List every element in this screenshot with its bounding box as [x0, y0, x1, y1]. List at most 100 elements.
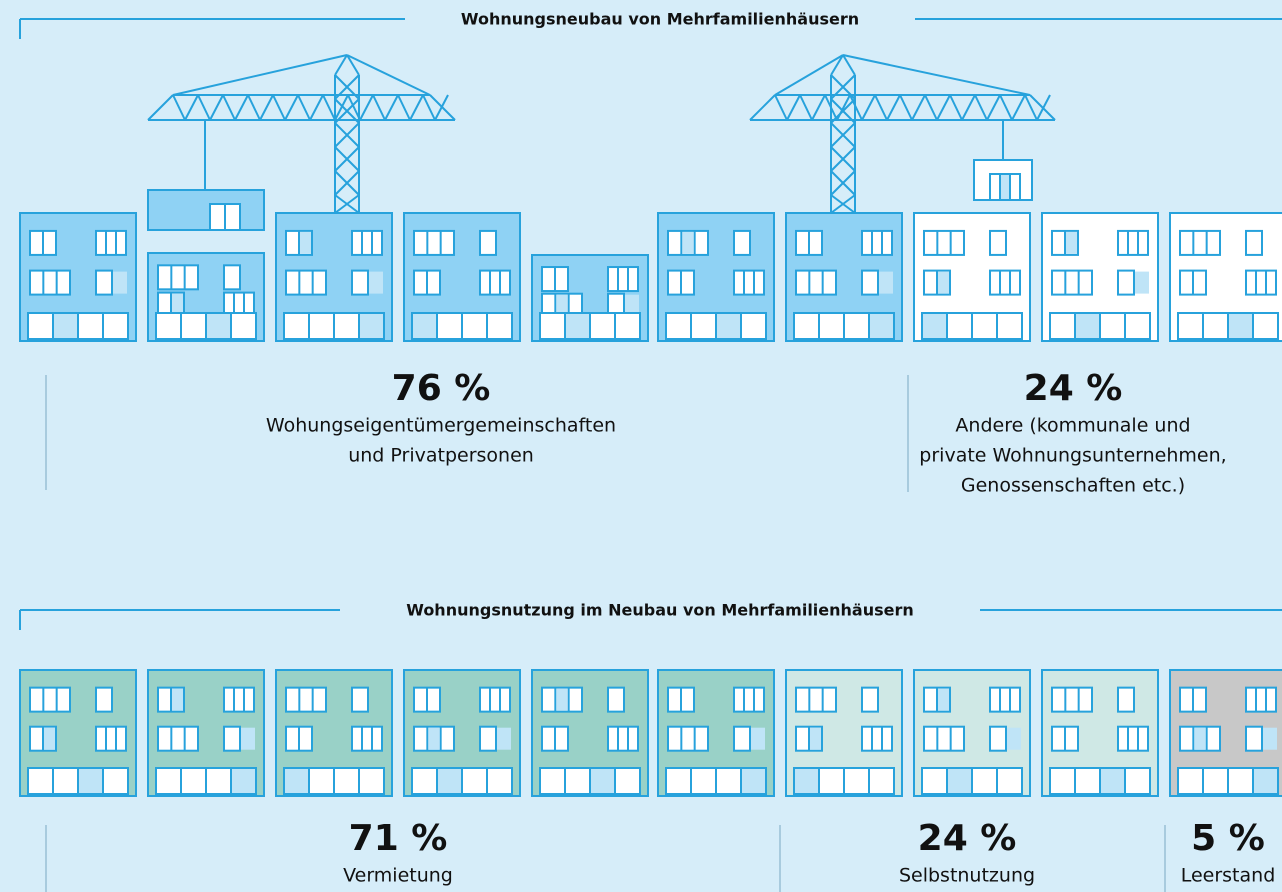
- window: [96, 727, 126, 751]
- description: Wohungseigentümergemeinschaften: [266, 415, 616, 437]
- window-pane: [497, 728, 511, 750]
- window-pane: [285, 769, 308, 793]
- line: [750, 95, 775, 120]
- line: [987, 95, 1000, 120]
- description: und Privatpersonen: [348, 445, 534, 467]
- window-pane: [1007, 728, 1021, 750]
- window: [990, 688, 1020, 712]
- window-pane: [1066, 232, 1077, 254]
- window: [1118, 688, 1134, 712]
- window: [352, 688, 368, 712]
- module: [148, 190, 264, 230]
- window: [96, 271, 112, 295]
- window: [352, 271, 368, 295]
- description: private Wohnungsunternehmen,: [919, 445, 1226, 467]
- line: [937, 95, 950, 120]
- window-pane: [566, 314, 589, 338]
- window: [480, 727, 496, 751]
- window-pane: [742, 769, 765, 793]
- line: [975, 95, 987, 120]
- window: [734, 688, 764, 712]
- line: [775, 95, 787, 120]
- window: [1118, 727, 1148, 751]
- line: [373, 95, 385, 120]
- window: [1180, 231, 1220, 255]
- window-pane: [438, 769, 461, 793]
- line: [323, 95, 335, 120]
- description: Selbstnutzung: [899, 865, 1035, 887]
- window-pane: [1229, 314, 1252, 338]
- window: [862, 727, 892, 751]
- window-pane: [682, 232, 693, 254]
- line: [223, 95, 235, 120]
- line: [298, 95, 310, 120]
- window-pane: [172, 689, 183, 711]
- line: [173, 55, 347, 95]
- window-pane: [1254, 769, 1277, 793]
- description: Genossenschaften etc.): [961, 475, 1185, 497]
- window: [286, 271, 326, 295]
- window: [30, 271, 70, 295]
- description: Vermietung: [343, 865, 453, 887]
- window-pane: [1076, 314, 1099, 338]
- line: [210, 95, 223, 120]
- window-pane: [207, 314, 230, 338]
- line: [285, 95, 298, 120]
- line: [775, 55, 843, 95]
- line: [248, 95, 260, 120]
- window: [924, 231, 964, 255]
- percentage: 24 %: [918, 818, 1017, 859]
- description: Andere (kommunale und: [955, 415, 1190, 437]
- window-pane: [232, 769, 255, 793]
- window-pane: [413, 314, 436, 338]
- line: [1012, 95, 1025, 120]
- window-pane: [751, 728, 765, 750]
- window: [862, 231, 892, 255]
- window: [414, 231, 454, 255]
- window: [224, 265, 240, 289]
- percentage: 76 %: [392, 368, 491, 409]
- line: [398, 95, 410, 120]
- line: [260, 95, 273, 120]
- window: [286, 688, 326, 712]
- window-pane: [79, 769, 102, 793]
- window: [1246, 271, 1276, 295]
- window: [734, 231, 750, 255]
- window-pane: [1101, 769, 1124, 793]
- line: [310, 95, 323, 120]
- window-pane: [923, 314, 946, 338]
- line: [235, 95, 248, 120]
- window-pane: [556, 689, 567, 711]
- percentage: 24 %: [1024, 368, 1123, 409]
- line: [962, 95, 975, 120]
- line: [435, 95, 448, 120]
- window: [480, 688, 510, 712]
- line: [812, 95, 825, 120]
- window: [1118, 271, 1134, 295]
- window: [96, 688, 112, 712]
- window-pane: [44, 728, 55, 750]
- window-pane: [879, 272, 893, 294]
- section-title: Wohnungsnutzung im Neubau von Mehrfamili…: [406, 601, 914, 620]
- line: [410, 95, 423, 120]
- line: [198, 95, 210, 120]
- window: [668, 727, 708, 751]
- window: [862, 271, 878, 295]
- window: [1118, 231, 1148, 255]
- window: [924, 727, 964, 751]
- line: [173, 95, 185, 120]
- window-pane: [1194, 728, 1205, 750]
- window: [990, 271, 1020, 295]
- section-title: Wohnungsneubau von Mehrfamilienhäusern: [461, 10, 859, 29]
- line: [843, 55, 1030, 95]
- line: [148, 95, 173, 120]
- window: [352, 231, 382, 255]
- line: [185, 95, 198, 120]
- window-pane: [1135, 272, 1149, 294]
- window: [96, 231, 126, 255]
- window-pane: [938, 689, 949, 711]
- window-pane: [360, 314, 383, 338]
- line: [950, 95, 962, 120]
- line: [912, 95, 925, 120]
- window-pane: [1263, 728, 1277, 750]
